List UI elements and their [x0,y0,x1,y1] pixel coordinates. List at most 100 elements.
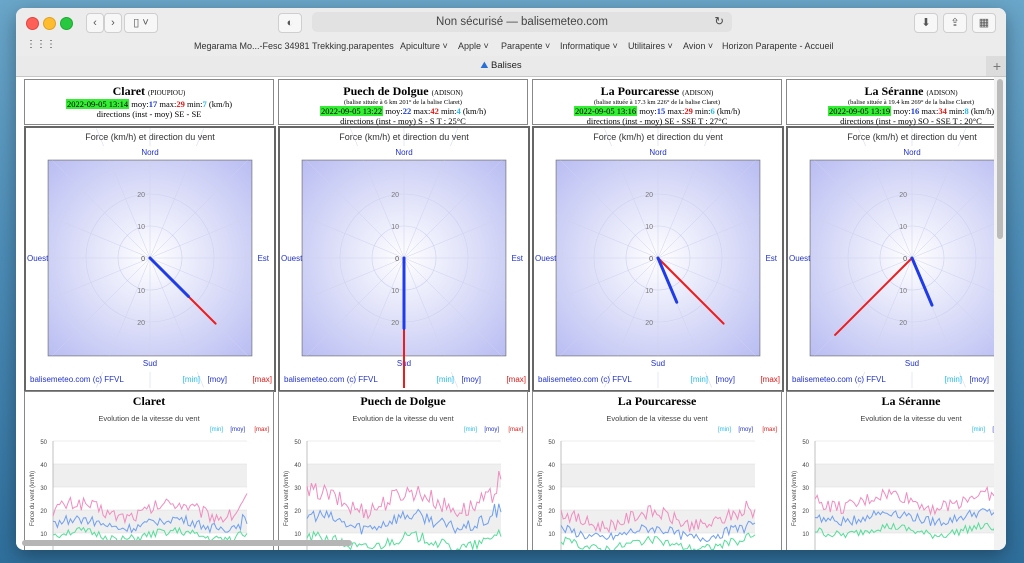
horizontal-scrollbar[interactable] [22,540,352,546]
address-bar[interactable]: Non sécurisé — balisemeteo.com ↻ [312,12,732,32]
compass-south-label: Sud [651,359,665,368]
evolution-station-title: Puech de Dolgue [360,394,446,408]
share-button[interactable]: ⇪ [943,13,967,33]
station-readings: 2022-09-05 13:14 moy:17 max:29 min:7 (km… [25,99,273,109]
unit-label: (km/h) [208,99,233,109]
favorite-item[interactable]: Megarama Mo...-Fesc 34981 [194,41,310,51]
vertical-scrollbar[interactable] [994,77,1006,550]
min-label: min: [440,106,457,116]
sidebar-toggle-button[interactable]: ▯ ˅ [124,13,158,33]
favorite-item[interactable]: Horizon Parapente - Accueil [722,41,834,51]
compass-margin [556,146,760,160]
favorite-folder[interactable]: Informatique ˅ [560,41,618,51]
compass-credit[interactable]: balisemeteo.com (c) FFVL [792,375,886,384]
compass-margin [48,146,252,160]
unit-label: (km/h) [462,106,487,116]
compass-margin [252,146,274,360]
wind-compass-panel: Force (km/h) et direction du ventNordSud… [264,118,544,398]
favorite-folder[interactable]: Parapente ˅ [501,41,551,51]
min-label: min: [186,99,203,109]
chevron-left-icon: ‹ [93,17,97,29]
max-value: 29 [176,99,185,109]
compass-margin [760,146,782,360]
evolution-max-line [306,470,502,520]
wind-evolution-chart: Evolution de la vitesse du vent [min] [moy… [284,414,523,550]
compass-frame [47,159,253,357]
evolution-band [561,510,755,533]
new-tab-button[interactable]: + [992,58,1002,74]
wind-max-vector [657,257,725,325]
compass-grid-ray [812,158,913,259]
wind-evolution-chart: Evolution de la vitesse du vent [min] [moy… [792,414,994,550]
evolution-y-label: Force du vent (km/h) [538,471,544,526]
station-name: La Séranne [864,84,924,98]
evolution-title: Evolution de la vitesse du vent [98,414,200,423]
legend-moy: [moy] [715,375,735,384]
wind-evolution-chart: Evolution de la vitesse du vent [min] [moy… [538,414,777,550]
forward-button[interactable]: › [104,13,122,33]
compass-east-label: Est [765,254,777,263]
compass-credit[interactable]: balisemeteo.com (c) FFVL [538,375,632,384]
legend-max: [max] [506,375,526,384]
timestamp-badge: 2022-09-05 13:19 [827,106,892,116]
wind-moy-vector [656,256,679,304]
min-value: 7 [202,99,207,109]
station-title[interactable]: La Pourcaresse (ADISON) [533,84,781,99]
compass-west-label: Ouest [789,254,811,263]
compass-tick-label: 20 [645,192,653,199]
close-window-button[interactable] [26,17,39,30]
wind-evolution-chart: Evolution de la vitesse du vent [min] [moy… [30,414,269,550]
favorite-folder[interactable]: Apiculture ˅ [400,41,448,51]
moy-value: 17 [148,99,158,109]
station-readings: 2022-09-05 13:16 moy:15 max:29 min:6 (km… [533,106,781,116]
evolution-tick-label: 20 [802,509,809,515]
wind-evolution-panel: La Pourcaresse Evolution de la vitesse du… [532,391,782,550]
station-name: Puech de Dolgue [343,84,429,98]
compass-credit[interactable]: balisemeteo.com (c) FFVL [30,375,124,384]
scroll-thumb[interactable] [997,79,1003,239]
compass-credit[interactable]: balisemeteo.com (c) FFVL [284,375,378,384]
compass-grid-ray [911,223,994,259]
compass-tick-label: 20 [899,320,907,327]
evolution-tick-label: 20 [294,509,301,515]
compass-margin [556,356,760,372]
legend-min: [min] [945,375,962,384]
zoom-window-button[interactable] [60,17,73,30]
privacy-button[interactable]: ◐ [278,13,302,33]
tab-overview-button[interactable]: ▦ [972,13,996,33]
favorite-folder[interactable]: Avion ˅ [683,41,714,51]
evolution-moy-line [52,513,248,534]
legend-moy: [moy] [969,375,989,384]
unit-label: (km/h) [716,106,741,116]
reload-icon[interactable]: ↻ [714,16,724,28]
compass-grid-ray [50,158,151,259]
directions-text: directions (inst - moy) SO - SSE [840,116,951,126]
back-button[interactable]: ‹ [86,13,104,33]
station-title[interactable]: La Séranne (ADISON) [787,84,994,99]
favorite-folder[interactable]: Utilitaires ˅ [628,41,673,51]
moy-value: 16 [910,106,920,116]
max-value: 34 [938,106,947,116]
max-label: max: [667,106,685,116]
compass-west-label: Ouest [535,254,557,263]
compass-tick-label: 10 [391,288,399,295]
wind-moy-vector [148,256,190,298]
station-header: La Pourcaresse (ADISON) (balise située à … [532,79,782,126]
grid-icon[interactable]: ⋮⋮⋮ [26,39,56,50]
tab-balises[interactable]: ⛰ Balises [16,56,986,76]
page-content: Claret (PIOUPIOU) 2022-09-05 13:14 moy:17… [16,77,994,550]
compass-east-label: Est [511,254,523,263]
minimize-window-button[interactable] [43,17,56,30]
station-title[interactable]: Puech de Dolgue (ADISON) [279,84,527,99]
downloads-button[interactable]: ⬇ [914,13,938,33]
evolution-y-label: Force du vent (km/h) [30,471,36,526]
compass-east-label: Est [257,254,269,263]
station-title[interactable]: Claret (PIOUPIOU) [25,84,273,99]
favorite-folder[interactable]: Apple ˅ [458,41,489,51]
evolution-y-label: Force du vent (km/h) [284,471,290,526]
timestamp-badge: 2022-09-05 13:16 [573,106,638,116]
favorite-item[interactable]: Trekking.parapentes [312,41,394,51]
